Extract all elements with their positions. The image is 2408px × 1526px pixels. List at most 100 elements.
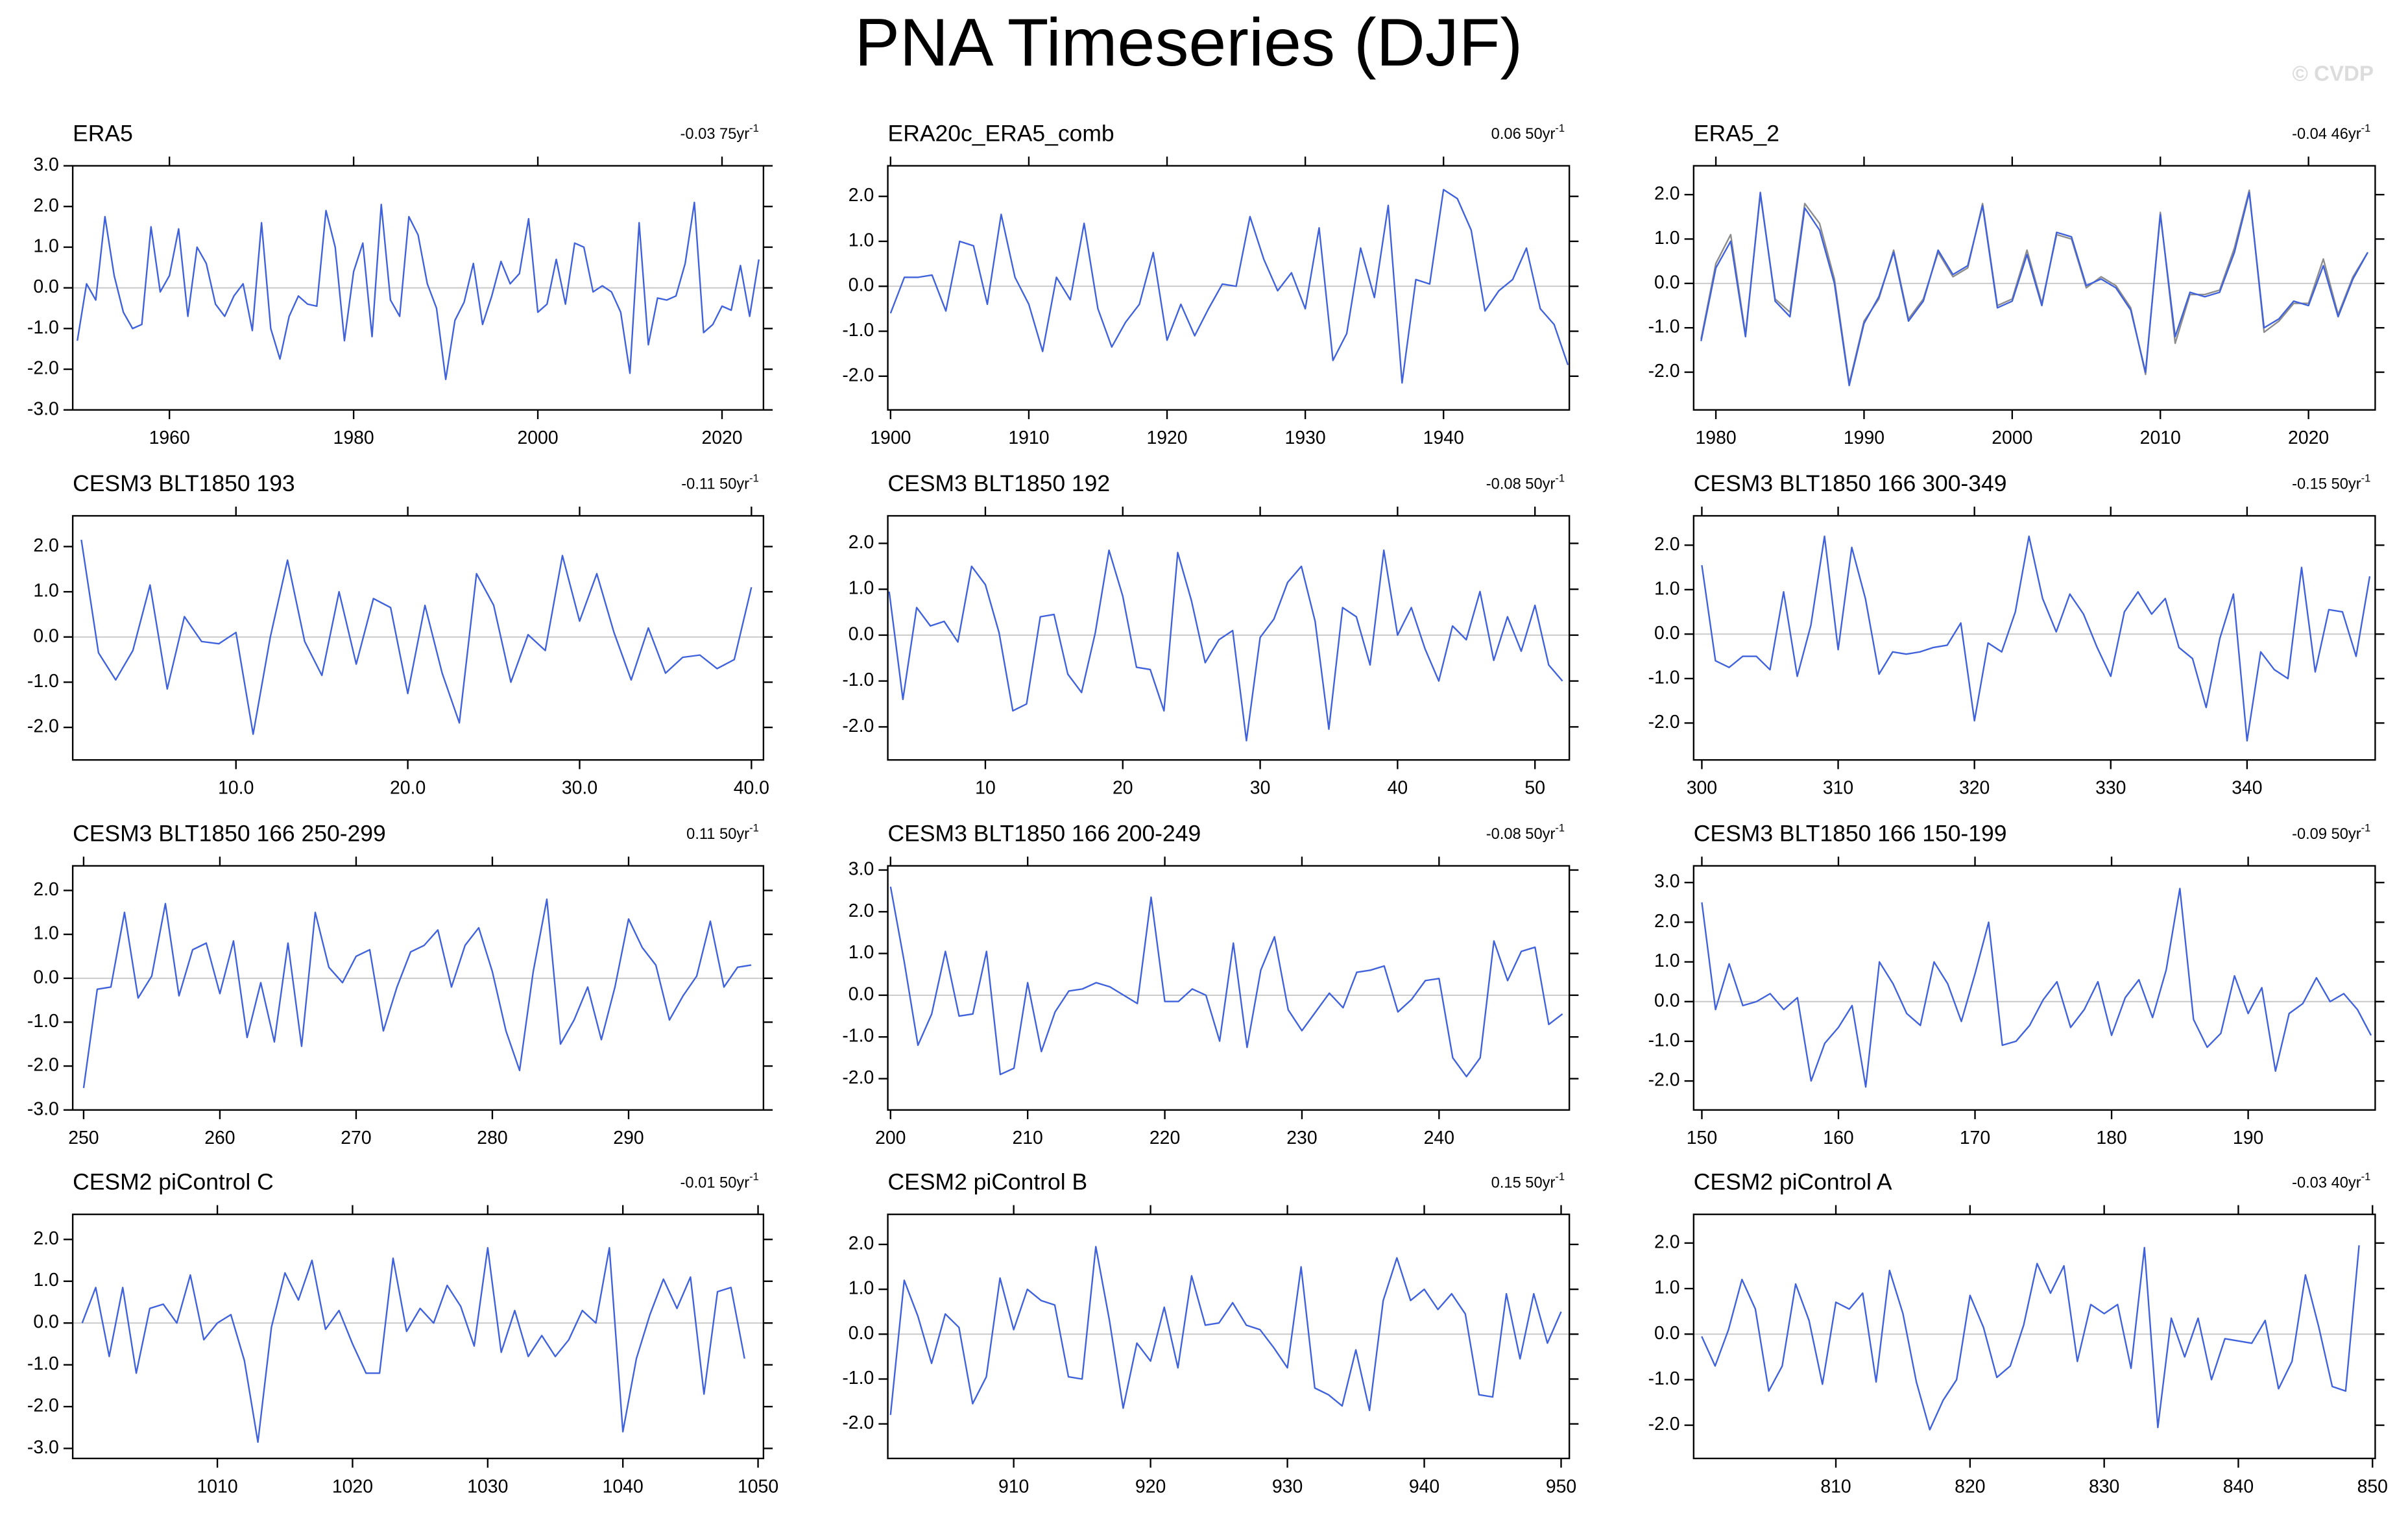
x-tick-label: 1980 [1696,428,1737,448]
panel-title: ERA5_2 [1694,121,1779,147]
panel: CESM3 BLT1850 193 -0.11 50yr-1 2.0 1.0 0.0 -1… [27,470,773,799]
x-tick-label: 340 [2232,778,2262,799]
y-tick-label: 1.0 [1654,951,1680,971]
panel-title: CESM3 BLT1850 166 250-299 [73,821,386,847]
y-tick-label: 1.0 [33,236,58,256]
y-tick-label: 3.0 [1654,871,1680,892]
trend-text: -0.03 40yr [2292,1175,2361,1192]
y-tick-label: 2.0 [849,1233,874,1254]
plot-frame [71,515,765,761]
x-tick-label: 1960 [149,428,190,448]
trend-exponent: -1 [749,122,759,134]
x-tick-label: 910 [998,1476,1029,1497]
y-tick-label: 0.0 [1654,272,1680,293]
trend-exponent: -1 [2361,822,2371,834]
x-tick-label: 1930 [1285,428,1326,448]
x-tick-label: 1910 [1008,428,1049,448]
y-tick-label: 0.0 [849,624,874,644]
x-tick-label: 230 [1286,1128,1317,1148]
trend-label: -0.04 46yr-1 [2292,122,2370,143]
x-tick-label: 40 [1388,778,1408,799]
y-tick-label: 2.0 [33,535,58,556]
y-tick-label: 2.0 [849,185,874,206]
data-line [80,539,752,735]
trend-exponent: -1 [749,1170,759,1183]
data-line [1701,535,2371,742]
y-tick-label: 2.0 [33,879,58,900]
x-tick-label: 950 [1546,1476,1576,1497]
panel: CESM3 BLT1850 166 300-349 -0.15 50yr-1 2.0… [1648,470,2385,799]
y-tick-label: 1.0 [33,923,58,944]
x-tick-label: 40.0 [734,778,769,799]
y-tick-label: 3.0 [849,858,874,879]
x-tick-label: 1010 [197,1476,238,1497]
trend-text: 0.15 50yr [1491,1175,1556,1192]
x-tick-label: 300 [1687,778,1717,799]
y-tick-label: -1.0 [842,1368,874,1388]
x-tick-label: 30 [1250,778,1271,799]
trend-label: 0.06 50yr-1 [1491,122,1565,143]
x-tick-label: 1040 [603,1476,644,1497]
y-tick-label: -2.0 [842,1412,874,1433]
watermark: © CVDP [2292,62,2374,86]
y-tick-label: 2.0 [849,901,874,921]
x-tick-label: 2020 [2288,428,2329,448]
trend-label: 0.15 50yr-1 [1491,1170,1565,1191]
plot-frame [71,865,765,1111]
x-tick-label: 1940 [1423,428,1464,448]
panel: CESM3 BLT1850 166 250-299 0.11 50yr-1 2.0 1… [27,821,773,1148]
x-tick-label: 1020 [332,1476,373,1497]
x-tick-label: 290 [613,1128,644,1148]
x-tick-label: 200 [875,1128,906,1148]
plot-frame [71,1213,765,1460]
y-tick-label: -1.0 [842,670,874,690]
figure-title: PNA Timeseries (DJF) [855,5,1523,80]
y-tick-label: -1.0 [1648,317,1680,337]
y-tick-label: 1.0 [1654,578,1680,599]
data-line [81,1247,745,1443]
y-tick-label: -3.0 [27,398,59,419]
y-tick-label: 2.0 [33,195,58,216]
trend-text: -0.15 50yr [2292,476,2361,493]
y-tick-label: 0.0 [849,275,874,296]
y-tick-label: 2.0 [1654,1231,1680,1252]
x-tick-label: 280 [477,1128,507,1148]
x-tick-label: 1920 [1146,428,1187,448]
plot-frame [887,1213,1571,1460]
y-tick-label: 1.0 [849,578,874,599]
panel-title: ERA5 [73,121,133,147]
x-tick-label: 330 [2095,778,2126,799]
trend-label: -0.15 50yr-1 [2292,472,2370,493]
y-tick-label: 3.0 [33,154,58,175]
y-tick-label: 2.0 [1654,184,1680,204]
y-tick-label: -1.0 [842,1026,874,1047]
x-tick-label: 220 [1150,1128,1180,1148]
x-tick-label: 2020 [701,428,742,448]
data-line [889,1246,1562,1415]
y-tick-label: 1.0 [33,581,58,601]
trend-text: -0.08 50yr [1486,826,1556,843]
x-tick-label: 260 [204,1128,235,1148]
y-tick-label: -2.0 [1648,1414,1680,1435]
trend-label: -0.08 50yr-1 [1486,822,1565,843]
y-tick-label: -3.0 [27,1098,59,1119]
y-tick-label: -2.0 [1648,361,1680,382]
x-tick-label: 10.0 [218,778,254,799]
panel-title: CESM3 BLT1850 166 300-349 [1694,470,2007,496]
trend-label: 0.11 50yr-1 [686,822,759,843]
x-tick-label: 250 [68,1128,99,1148]
panel-title: CESM2 piControl C [73,1169,274,1195]
trend-exponent: -1 [2361,122,2371,134]
y-tick-label: -2.0 [27,358,59,379]
y-tick-label: -2.0 [27,1396,59,1416]
data-line [888,549,1563,742]
trend-exponent: -1 [1555,122,1565,134]
x-tick-label: 170 [1960,1128,1990,1148]
panel-title: CESM2 piControl B [888,1169,1088,1195]
y-tick-label: 0.0 [1654,990,1680,1011]
y-tick-label: -1.0 [1648,1030,1680,1050]
x-tick-label: 270 [341,1128,371,1148]
x-tick-label: 930 [1272,1476,1303,1497]
x-tick-label: 1980 [333,428,374,448]
